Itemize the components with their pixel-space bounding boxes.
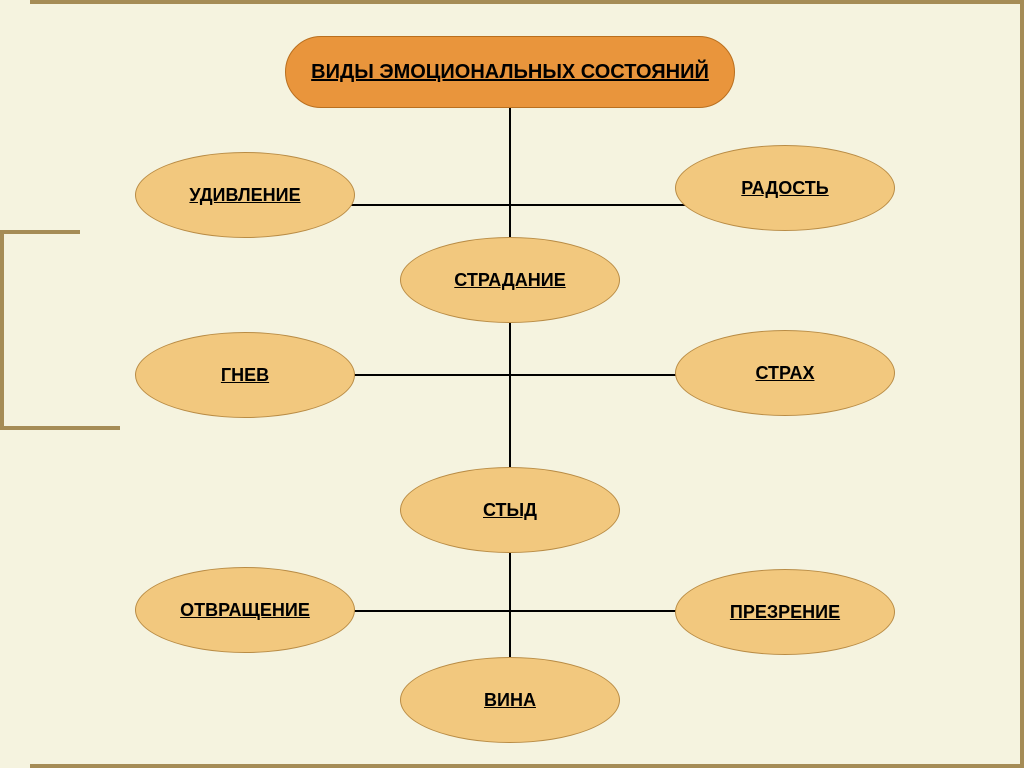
- right-node: ПРЕЗРЕНИЕ: [675, 569, 895, 655]
- left-node: ОТВРАЩЕНИЕ: [135, 567, 355, 653]
- left-node-label: ГНЕВ: [221, 365, 269, 386]
- frame-segment: [30, 0, 1024, 4]
- center-node: СТРАДАНИЕ: [400, 237, 620, 323]
- left-node-label: ОТВРАЩЕНИЕ: [180, 600, 310, 621]
- diagram-slide: ВИДЫ ЭМОЦИОНАЛЬНЫХ СОСТОЯНИЙ СТРАДАНИЕ СТЫ…: [0, 0, 1024, 768]
- center-node-label: СТРАДАНИЕ: [454, 270, 565, 291]
- center-node-label: СТЫД: [483, 500, 537, 521]
- root-node: ВИДЫ ЭМОЦИОНАЛЬНЫХ СОСТОЯНИЙ: [285, 36, 735, 108]
- left-node: ГНЕВ: [135, 332, 355, 418]
- center-node-label: ВИНА: [484, 690, 536, 711]
- frame-segment: [0, 426, 120, 430]
- center-node: ВИНА: [400, 657, 620, 743]
- right-node: РАДОСТЬ: [675, 145, 895, 231]
- right-node-label: РАДОСТЬ: [741, 178, 828, 199]
- frame-segment: [0, 230, 80, 234]
- center-node: СТЫД: [400, 467, 620, 553]
- frame-segment: [1020, 0, 1024, 768]
- right-node-label: СТРАХ: [756, 363, 815, 384]
- root-node-label: ВИДЫ ЭМОЦИОНАЛЬНЫХ СОСТОЯНИЙ: [311, 61, 709, 84]
- left-node-label: УДИВЛЕНИЕ: [189, 185, 300, 206]
- right-node-label: ПРЕЗРЕНИЕ: [730, 602, 840, 623]
- left-node: УДИВЛЕНИЕ: [135, 152, 355, 238]
- frame-segment: [0, 230, 4, 430]
- frame-segment: [30, 764, 1024, 768]
- right-node: СТРАХ: [675, 330, 895, 416]
